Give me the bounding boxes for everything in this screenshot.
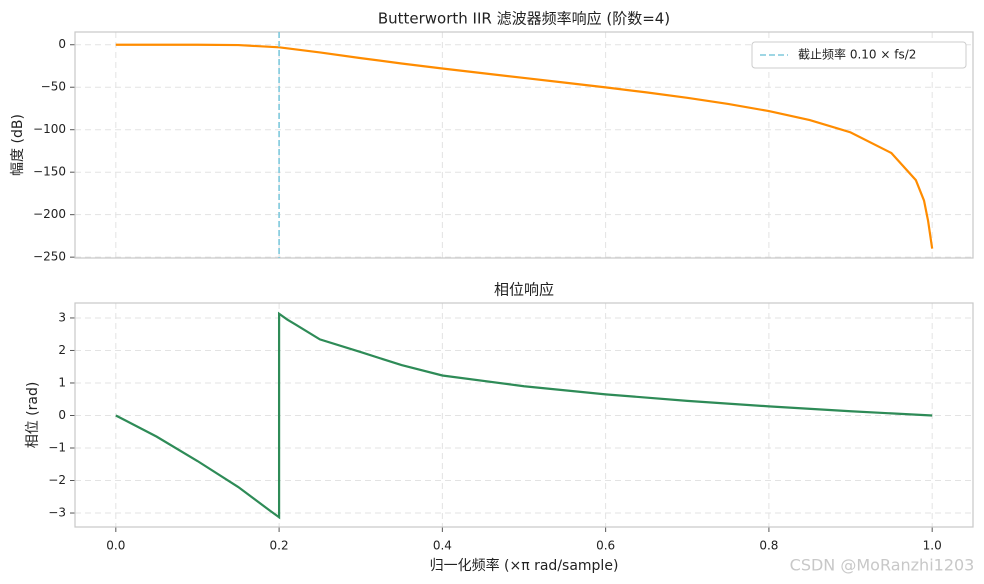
y-tick-label: 0 — [58, 408, 66, 422]
y-tick-label: −150 — [33, 165, 66, 179]
x-tick-label: 0.0 — [106, 539, 125, 553]
y-tick-label: −250 — [33, 250, 66, 264]
x-tick-label: 1.0 — [923, 539, 942, 553]
y-tick-label: −2 — [48, 473, 66, 487]
x-tick-label: 0.4 — [433, 539, 452, 553]
legend-label: 截止频率 0.10 × fs/2 — [798, 47, 916, 62]
y-tick-label: −100 — [33, 122, 66, 136]
y-tick-label: 2 — [58, 343, 66, 357]
data-line — [115, 43, 934, 249]
data-line — [115, 311, 933, 520]
watermark: CSDN @MoRanzhi1203 — [790, 556, 975, 575]
x-tick-label: 0.6 — [596, 539, 615, 553]
y-tick-label: 0 — [58, 37, 66, 51]
plot-frame — [74, 31, 974, 259]
y-axis-label: 相位 (rad) — [25, 382, 41, 449]
y-tick-label: 3 — [58, 310, 66, 324]
x-tick-label: 0.8 — [759, 539, 778, 553]
y-tick-label: 1 — [58, 375, 66, 389]
y-tick-label: −50 — [41, 80, 66, 94]
chart-title: Butterworth IIR 滤波器频率响应 (阶数=4) — [378, 10, 670, 28]
y-tick-label: −3 — [48, 506, 66, 520]
legend-box — [751, 41, 967, 69]
y-tick-label: −1 — [48, 440, 66, 454]
x-tick-label: 0.2 — [270, 539, 289, 553]
x-axis-label: 归一化频率 (×π rad/sample) — [430, 557, 619, 574]
chart-title: 相位响应 — [494, 281, 554, 299]
plot-frame — [74, 302, 974, 528]
y-tick-label: −200 — [33, 207, 66, 221]
y-axis-label: 幅度 (dB) — [10, 114, 26, 176]
